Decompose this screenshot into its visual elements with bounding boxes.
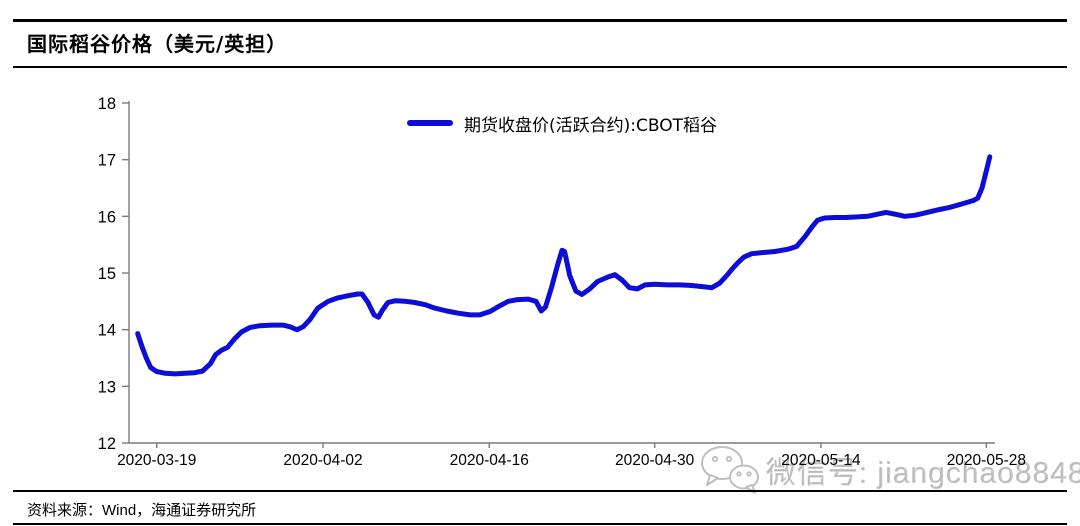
x-tick-label: 2020-05-28 <box>947 452 1026 469</box>
watermark-text: 微信号: jiangchao8848 <box>766 457 1080 490</box>
y-tick-label: 12 <box>98 435 116 453</box>
y-tick-label: 14 <box>98 322 116 340</box>
legend-line-swatch <box>407 120 453 126</box>
x-tick-label: 2020-03-19 <box>117 452 196 469</box>
top-divider <box>13 19 1067 22</box>
title-divider <box>13 66 1067 68</box>
legend-label: 期货收盘价(活跃合约):CBOT稻谷 <box>464 115 717 136</box>
x-tick-label: 2020-05-14 <box>781 452 861 469</box>
footer-divider <box>13 490 1067 492</box>
bottom-divider <box>13 523 1067 525</box>
axis-lines <box>128 101 995 444</box>
price-series-line <box>135 154 993 377</box>
y-tick-label: 15 <box>98 265 116 283</box>
chart-legend: 期货收盘价(活跃合约):CBOT稻谷 <box>129 112 995 136</box>
y-tick-label: 16 <box>98 208 116 226</box>
x-tick-label: 2020-04-30 <box>615 452 695 469</box>
source-note: 资料来源：Wind，海通证券研究所 <box>27 502 257 519</box>
x-tick-label: 2020-04-16 <box>450 452 529 469</box>
y-tick-label: 17 <box>98 152 116 170</box>
x-tick-label: 2020-04-02 <box>283 452 362 469</box>
page-title: 国际稻谷价格（美元/英担） <box>27 32 288 56</box>
y-tick-label: 13 <box>98 378 116 396</box>
watermark: 微信号: jiangchao8848 <box>700 444 1080 496</box>
y-tick-label: 18 <box>98 95 116 113</box>
